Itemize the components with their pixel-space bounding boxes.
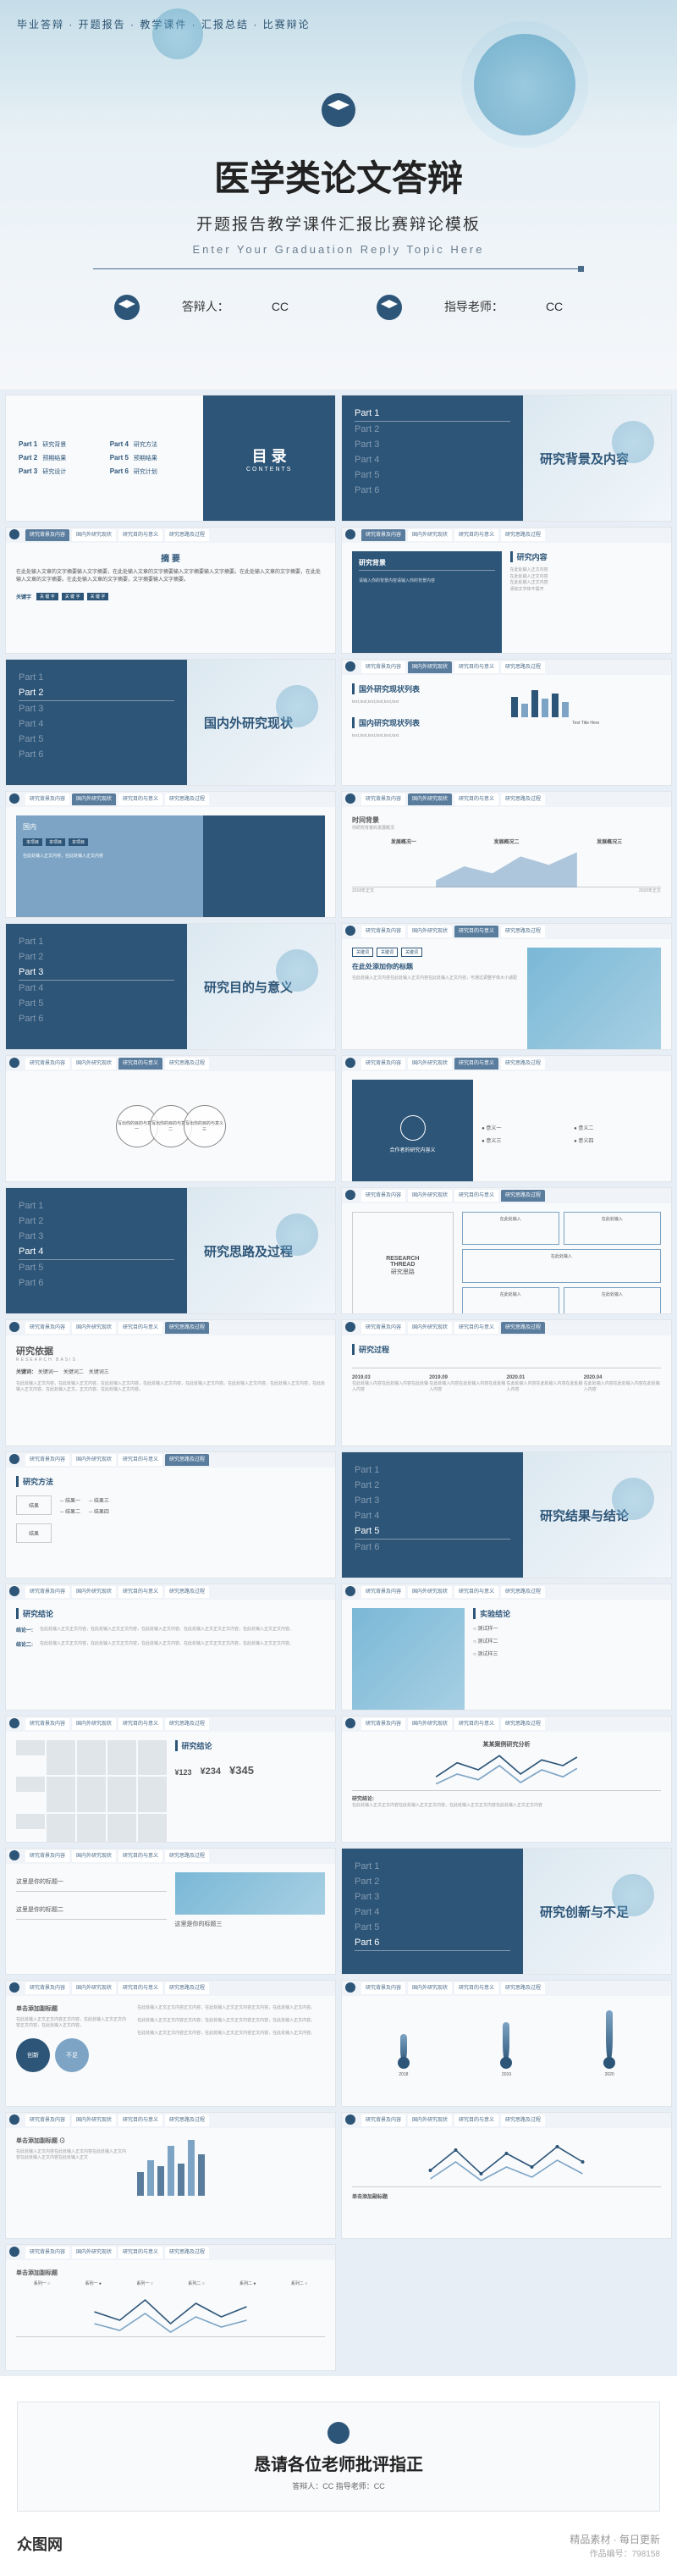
slide-thermometer[interactable]: 研究背景及内容国内外研究现状研究目的与意义研究思路及过程 20182019202…: [341, 1980, 672, 2107]
slide-part1-divider[interactable]: Part 1 Part 2Part 3Part 4Part 5Part 6 研究…: [341, 395, 672, 522]
title-image: [175, 1872, 326, 1915]
multi-line-chart: [352, 2137, 661, 2187]
cap-icon: [322, 93, 355, 127]
virus-graphic: [474, 34, 575, 135]
toc-list: Part 1研究背景 Part 4研究方法 Part 2预期结果 Part 5预…: [6, 395, 203, 521]
footer-sub: 精品素材 · 每日更新: [570, 2532, 660, 2546]
closing-slide[interactable]: 恳请各位老师批评指正 答辩人：CC 指导老师：CC: [17, 2402, 660, 2512]
slide-part3-divider[interactable]: Part 1Part 2 Part 3 Part 4Part 5Part 6 研…: [5, 923, 336, 1050]
slide-domestic[interactable]: 研究背景及内容国内外研究现状研究目的与意义研究思路及过程 国内 本项目本项目本项…: [5, 791, 336, 918]
virus-graphic-small: [152, 8, 203, 59]
slide-series[interactable]: 研究背景及内容国内外研究现状研究目的与意义研究思路及过程 单击添加副标题 系列一…: [5, 2244, 336, 2371]
line-chart: [352, 1749, 661, 1791]
slide-multiline[interactable]: 研究背景及内容国内外研究现状研究目的与意义研究思路及过程 单击添加副标题: [341, 2112, 672, 2239]
slide-titles3[interactable]: 研究背景及内容国内外研究现状研究目的与意义研究思路及过程 这里是你的标题一 这里…: [5, 1848, 336, 1975]
hero-meta: 答辩人：CC 指导老师：CC: [17, 295, 660, 320]
slide-part4-divider[interactable]: Part 1Part 2Part 3 Part 4 Part 5Part 6 研…: [5, 1187, 336, 1314]
slide-toc[interactable]: Part 1研究背景 Part 4研究方法 Part 2预期结果 Part 5预…: [5, 395, 336, 522]
slide-innovation[interactable]: 研究背景及内容国内外研究现状研究目的与意义研究思路及过程 单击添加副标题 在此处…: [5, 1980, 336, 2107]
thermometer-chart: [352, 2004, 661, 2064]
toc-title-block: 目 录 CONTENTS: [203, 395, 335, 521]
slide-trend[interactable]: 研究背景及内容国内外研究现状研究目的与意义研究思路及过程 时间背景 你研究背景的…: [341, 791, 672, 918]
slide-status[interactable]: 研究背景及内容国内外研究现状研究目的与意义研究思路及过程 国外研究现状列表 te…: [341, 659, 672, 786]
slide-part5-divider[interactable]: Part 1Part 2Part 3Part 4 Part 5 Part 6 研…: [341, 1451, 672, 1578]
slide-method[interactable]: 研究背景及内容国内外研究现状研究目的与意义研究思路及过程 研究方法 结果 ─ 结…: [5, 1451, 336, 1578]
abstract-title: 摘 要: [16, 551, 325, 564]
hero-title: 医学类论文答辩: [17, 150, 660, 202]
tutor-icon: [377, 295, 402, 320]
slide-thread[interactable]: 研究背景及内容国内外研究现状研究目的与意义研究思路及过程 RESEARCH TH…: [341, 1187, 672, 1314]
hero-subtitle: 开题报告教学课件汇报比赛辩论模板: [17, 212, 660, 235]
closing-title: 恳请各位老师批评指正: [254, 2451, 423, 2475]
author-icon: [114, 295, 140, 320]
slide-case[interactable]: 研究背景及内容国内外研究现状研究目的与意义研究思路及过程 某某案例研究分析 研究…: [341, 1716, 672, 1843]
page-footer: 恳请各位老师批评指正 答辩人：CC 指导老师：CC 众图网 精品素材 · 每日更…: [0, 2376, 677, 2576]
hero-en: Enter Your Graduation Reply Topic Here: [17, 243, 660, 256]
slide-abstract[interactable]: 研究背景及内容国内外研究现状研究目的与意义研究思路及过程 摘 要 在此处输入文章…: [5, 527, 336, 654]
hero-slide: 毕业答辩 · 开题报告 · 教学课件 · 汇报总结 · 比赛辩论 医学类论文答辩…: [0, 0, 677, 390]
abstract-body: 在此处输入文章的文字摘要输入文字摘要，在此处输入文章的文字摘要输入文字摘要输入文…: [16, 569, 325, 584]
slide-subtopic-bar[interactable]: 研究背景及内容国内外研究现状研究目的与意义研究思路及过程 单击添加副标题 ⊙ 在…: [5, 2112, 336, 2239]
hero-divider: [93, 268, 584, 269]
hero-tags: 毕业答辩 · 开题报告 · 教学课件 · 汇报总结 · 比赛辩论: [17, 17, 660, 31]
footer-id: 作品编号：798158: [570, 2546, 660, 2559]
slide-background[interactable]: 研究背景及内容国内外研究现状研究目的与意义研究思路及过程 研究背景 请输入你的背…: [341, 527, 672, 654]
slide-coop[interactable]: 研究背景及内容国内外研究现状研究目的与意义研究思路及过程 合作者的研究内容义 ●…: [341, 1055, 672, 1182]
grouped-bar-chart: [137, 2137, 325, 2196]
slide-basis[interactable]: 研究背景及内容国内外研究现状研究目的与意义研究思路及过程 研究依据 RESEAR…: [5, 1319, 336, 1446]
bar-chart: [511, 683, 662, 717]
slide-grid: Part 1研究背景 Part 4研究方法 Part 2预期结果 Part 5预…: [0, 390, 677, 2376]
series-line-chart: [16, 2286, 325, 2337]
slide-part2-divider[interactable]: Part 1 Part 2 Part 3Part 4Part 5Part 6 国…: [5, 659, 336, 786]
slide-conclusion[interactable]: 研究背景及内容国内外研究现状研究目的与意义研究思路及过程 研究结论 结论一:在此…: [5, 1584, 336, 1711]
experiment-image: [352, 1608, 465, 1711]
area-chart: [352, 845, 661, 887]
slide-keywords[interactable]: 研究背景及内容国内外研究现状研究目的与意义研究思路及过程 关键词关键词关键词 在…: [341, 923, 672, 1050]
cap-icon: [327, 2422, 350, 2444]
slide-part6-divider[interactable]: Part 1Part 2Part 3Part 4Part 5 Part 6 研究…: [341, 1848, 672, 1975]
slide-values[interactable]: 研究背景及内容国内外研究现状研究目的与意义研究思路及过程 研究结论 ¥123 ¥…: [5, 1716, 336, 1843]
footer-brand: 众图网: [17, 2536, 63, 2553]
slide-experiment[interactable]: 研究背景及内容国内外研究现状研究目的与意义研究思路及过程 实验结论 ○ 测试样一…: [341, 1584, 672, 1711]
slide-process[interactable]: 研究背景及内容国内外研究现状研究目的与意义研究思路及过程 研究过程 2019.0…: [341, 1319, 672, 1446]
venn-circles: 写出你的目的与意义一 写出你的目的与意义二 写出你的目的与意义三: [120, 1105, 222, 1147]
virus-image: [527, 948, 661, 1050]
slide-circles[interactable]: 研究背景及内容国内外研究现状研究目的与意义研究思路及过程 写出你的目的与意义一 …: [5, 1055, 336, 1182]
